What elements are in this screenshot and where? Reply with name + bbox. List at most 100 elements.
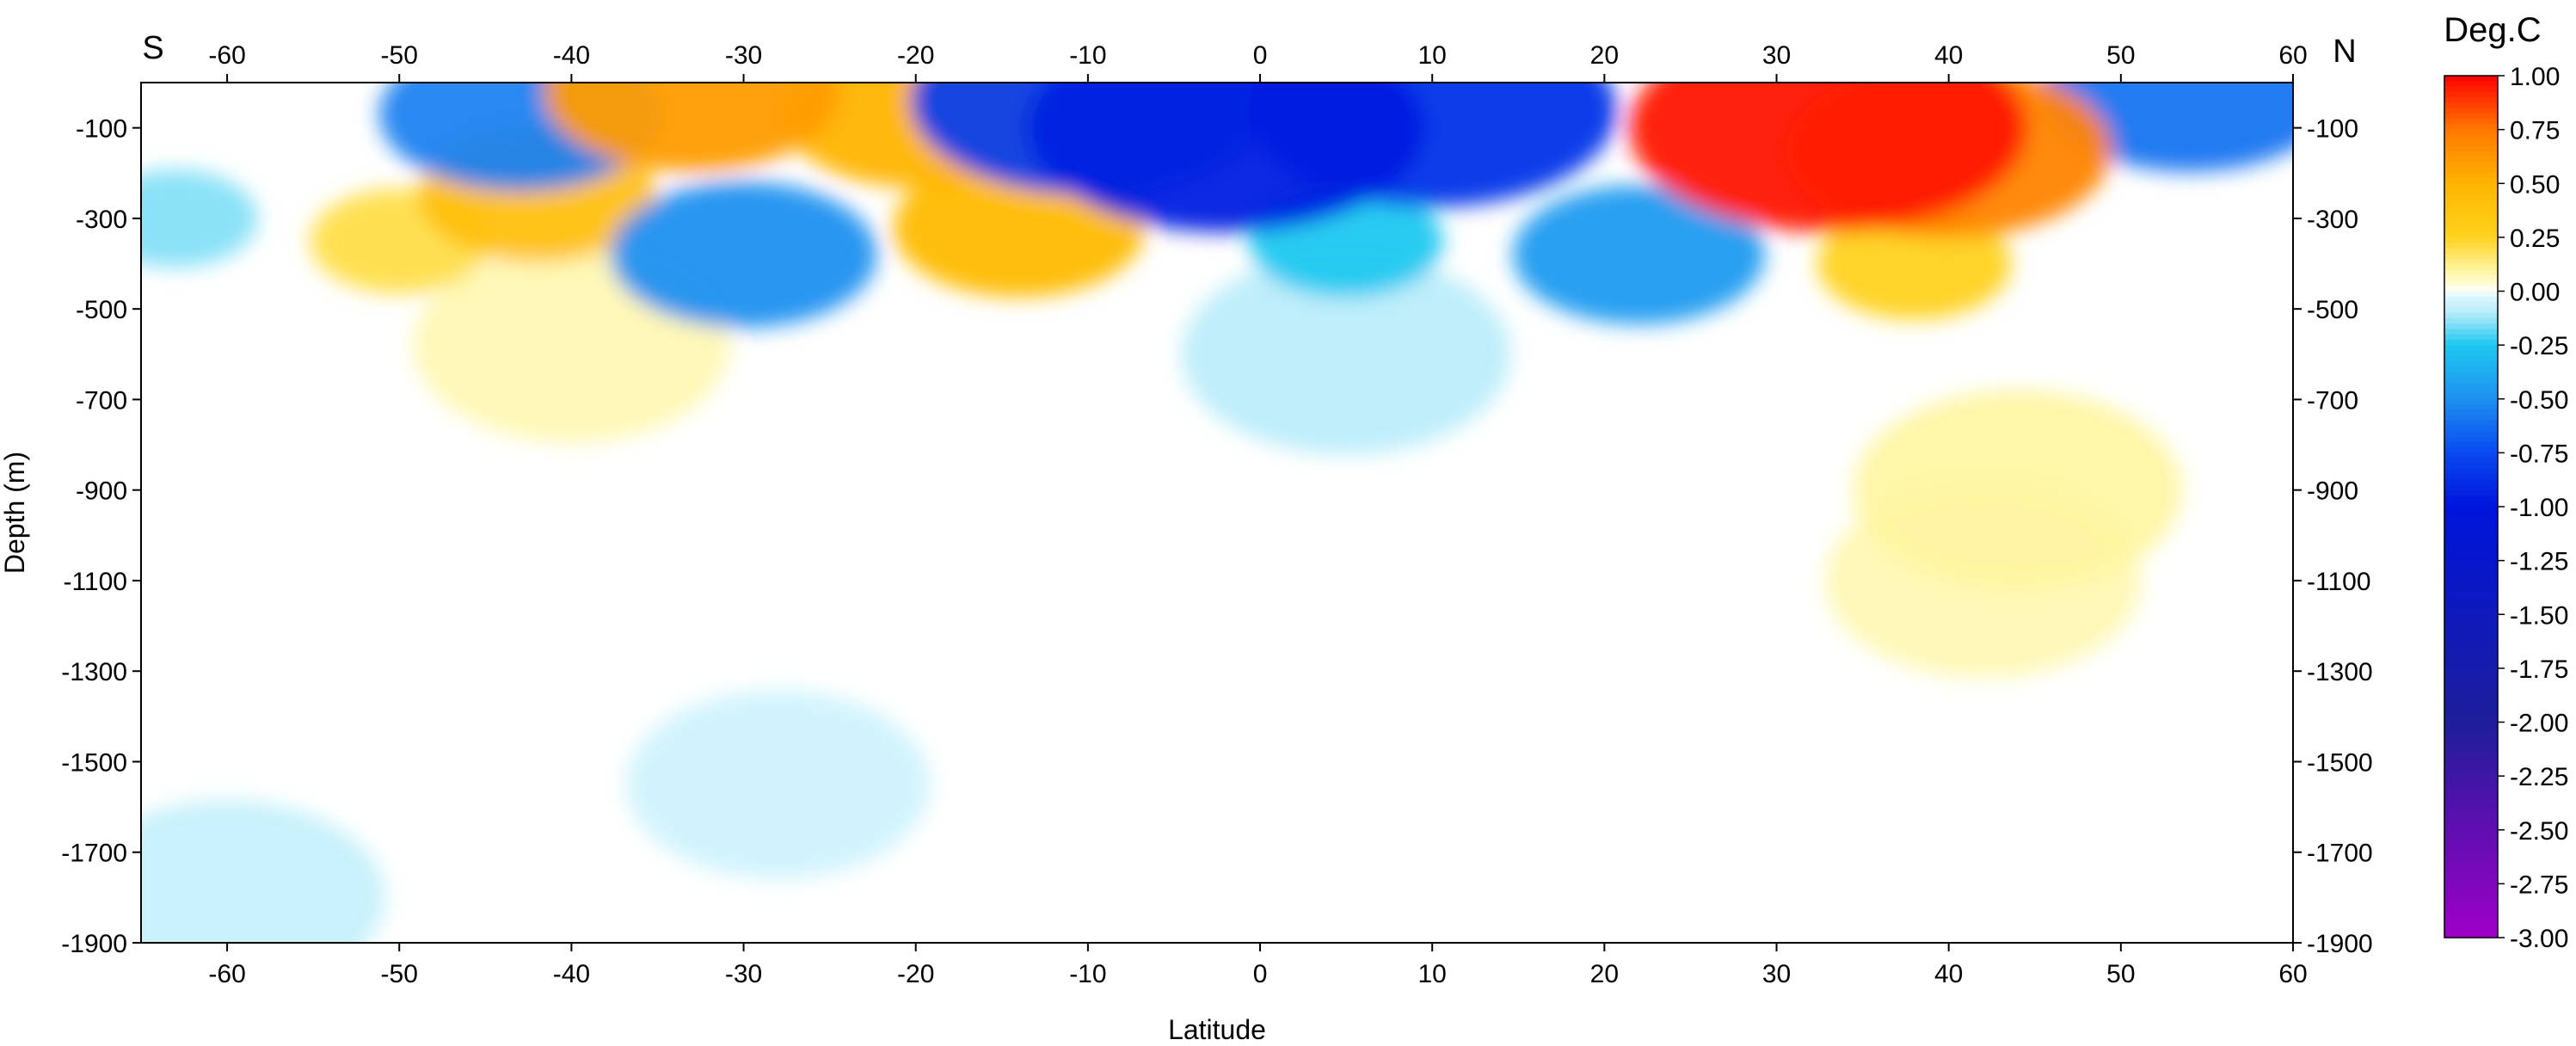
colorbar-segment xyxy=(2444,215,2498,222)
colorbar-segment xyxy=(2444,76,2498,82)
x-tick-label-top: 10 xyxy=(1418,41,1447,70)
colorbar-label: 0.50 xyxy=(2510,170,2560,199)
y-tick-label: -1700 xyxy=(61,840,127,868)
colorbar-segment xyxy=(2444,705,2498,712)
x-tick-label-top: -40 xyxy=(553,41,590,70)
colorbar-segment xyxy=(2444,280,2498,286)
y-tick-label: -900 xyxy=(76,477,127,506)
colorbar-segment xyxy=(2444,355,2498,362)
anomaly-blob xyxy=(610,182,877,328)
colorbar-segment xyxy=(2444,522,2498,529)
colorbar-segment xyxy=(2444,188,2498,195)
colorbar-segment xyxy=(2444,781,2498,788)
colorbar-segment xyxy=(2444,576,2498,583)
colorbar-label: -1.25 xyxy=(2510,548,2568,576)
y-tick-label: -1100 xyxy=(63,568,127,596)
colorbar-segment xyxy=(2444,598,2498,605)
colorbar-segment xyxy=(2444,167,2498,174)
colorbar-segment xyxy=(2444,339,2498,346)
colorbar-segment xyxy=(2444,226,2498,233)
colorbar-segment xyxy=(2444,388,2498,395)
anomaly-blob xyxy=(1853,390,2183,591)
colorbar-segment xyxy=(2444,695,2498,702)
colorbar-segment xyxy=(2444,350,2498,357)
colorbar-segment xyxy=(2444,835,2498,841)
x-tick-label: 30 xyxy=(1762,960,1791,988)
axes: -60-60-50-50-40-40-30-30-20-20-10-100010… xyxy=(61,41,2372,988)
colorbar-segment xyxy=(2444,517,2498,524)
y-tick-label-right: -1700 xyxy=(2307,840,2373,868)
x-tick-label-top: 0 xyxy=(1253,41,1268,70)
colorbar-segment xyxy=(2444,415,2498,421)
colorbar-label: -2.00 xyxy=(2510,710,2568,738)
colorbar-segment xyxy=(2444,921,2498,928)
colorbar-segment xyxy=(2444,786,2498,793)
x-tick-label: -10 xyxy=(1069,960,1106,988)
colorbar-segment xyxy=(2444,129,2498,136)
colorbar-segment xyxy=(2444,458,2498,465)
y-tick-label-right: -700 xyxy=(2307,386,2358,415)
colorbar-segment xyxy=(2444,162,2498,169)
colorbar-segment xyxy=(2444,905,2498,912)
colorbar-segment xyxy=(2444,878,2498,884)
colorbar-label: -0.25 xyxy=(2510,332,2568,360)
colorbar-segment xyxy=(2444,512,2498,519)
colorbar-label: -1.00 xyxy=(2510,494,2568,522)
colorbar-segment xyxy=(2444,824,2498,831)
colorbar-label: 0.75 xyxy=(2510,117,2560,145)
y-tick-label-right: -300 xyxy=(2307,206,2358,234)
colorbar-segment xyxy=(2444,727,2498,734)
colorbar-segment xyxy=(2444,377,2498,384)
colorbar-segment xyxy=(2444,872,2498,879)
colorbar-segment xyxy=(2444,231,2498,238)
colorbar-segment xyxy=(2444,867,2498,874)
colorbar-segment xyxy=(2444,436,2498,443)
x-axis-title: Latitude xyxy=(1168,1014,1266,1045)
colorbar-segment xyxy=(2444,172,2498,179)
colorbar-segment xyxy=(2444,662,2498,669)
colorbar-segment xyxy=(2444,900,2498,907)
colorbar-segment xyxy=(2444,808,2498,815)
colorbar-segment xyxy=(2444,797,2498,804)
colorbar-label: -2.75 xyxy=(2510,871,2568,899)
colorbar-segment xyxy=(2444,608,2498,615)
colorbar-segment xyxy=(2444,803,2498,809)
colorbar-segment xyxy=(2444,469,2498,476)
hemisphere-north-label: N xyxy=(2333,34,2356,70)
colorbar-segment xyxy=(2444,398,2498,405)
colorbar-segment xyxy=(2444,700,2498,707)
x-tick-label: -40 xyxy=(553,960,590,988)
colorbar-segment xyxy=(2444,857,2498,863)
y-tick-label: -700 xyxy=(76,386,127,415)
colorbar-segment xyxy=(2444,334,2498,341)
colorbar-segment xyxy=(2444,329,2498,335)
colorbar-segment xyxy=(2444,431,2498,438)
x-tick-label: 60 xyxy=(2278,960,2307,988)
colorbar-segment xyxy=(2444,631,2498,637)
colorbar-label: 0.00 xyxy=(2510,279,2560,307)
colorbar-segment xyxy=(2444,889,2498,895)
colorbar-segment xyxy=(2444,113,2498,120)
colorbar-segment xyxy=(2444,684,2498,691)
colorbar-segment xyxy=(2444,636,2498,643)
colorbar-segment xyxy=(2444,366,2498,373)
colorbar-segment xyxy=(2444,86,2498,93)
colorbar-segment xyxy=(2444,274,2498,281)
colorbar-segment xyxy=(2444,765,2498,772)
colorbar-segment xyxy=(2444,302,2498,308)
colorbar-segment xyxy=(2444,490,2498,497)
colorbar-segment xyxy=(2444,404,2498,410)
colorbar-segment xyxy=(2444,441,2498,448)
y-tick-label: -1300 xyxy=(61,658,127,686)
x-tick-label: -60 xyxy=(208,960,245,988)
colorbar-segment xyxy=(2444,286,2498,292)
colorbar-segment xyxy=(2444,657,2498,664)
colorbar-segment xyxy=(2444,200,2498,206)
colorbar-label: -2.50 xyxy=(2510,817,2568,846)
colorbar-segment xyxy=(2444,323,2498,329)
colorbar-segment xyxy=(2444,360,2498,367)
colorbar-segment xyxy=(2444,851,2498,858)
anomaly-blob xyxy=(544,83,840,172)
colorbar-segment xyxy=(2444,738,2498,745)
